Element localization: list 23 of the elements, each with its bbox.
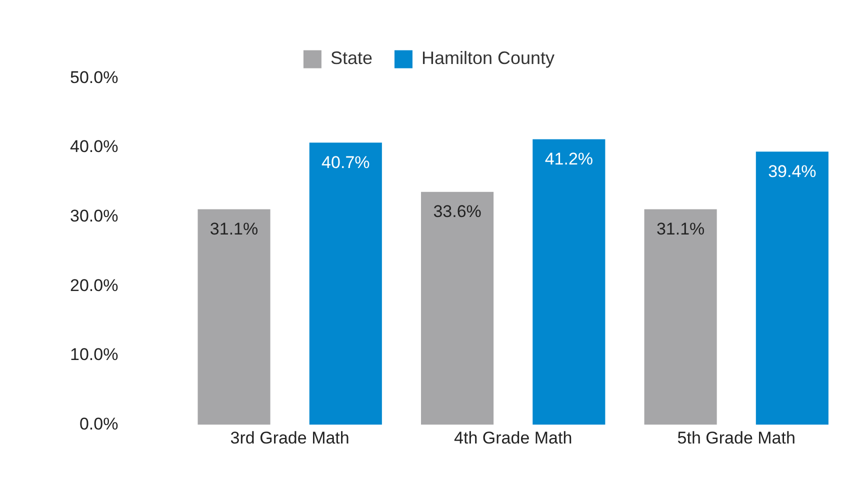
data-label: 41.2% <box>544 149 594 168</box>
x-tick-label: 4th Grade Math <box>454 428 572 448</box>
bar <box>309 142 382 425</box>
y-tick-label: 20.0% <box>70 276 118 295</box>
y-tick-label: 0.0% <box>79 414 118 434</box>
data-label: 31.1% <box>656 219 705 238</box>
y-tick-label: 10.0% <box>70 345 118 364</box>
legend-label: Hamilton County <box>421 48 555 68</box>
y-tick-label: 40.0% <box>70 137 118 156</box>
x-tick-label: 5th Grade Math <box>677 428 796 448</box>
x-tick-label: 3rd Grade Math <box>230 428 350 448</box>
bar <box>756 152 828 425</box>
data-label: 31.1% <box>210 219 258 238</box>
bar <box>198 209 270 425</box>
y-tick-label: 50.0% <box>70 68 118 87</box>
bar <box>421 192 494 425</box>
data-label: 40.7% <box>322 152 370 172</box>
y-tick-label: 30.0% <box>70 206 118 226</box>
legend-label: State <box>330 48 372 68</box>
bar <box>532 139 606 425</box>
data-label: 39.4% <box>768 162 816 181</box>
bar <box>644 209 717 425</box>
data-label: 33.6% <box>433 202 482 222</box>
